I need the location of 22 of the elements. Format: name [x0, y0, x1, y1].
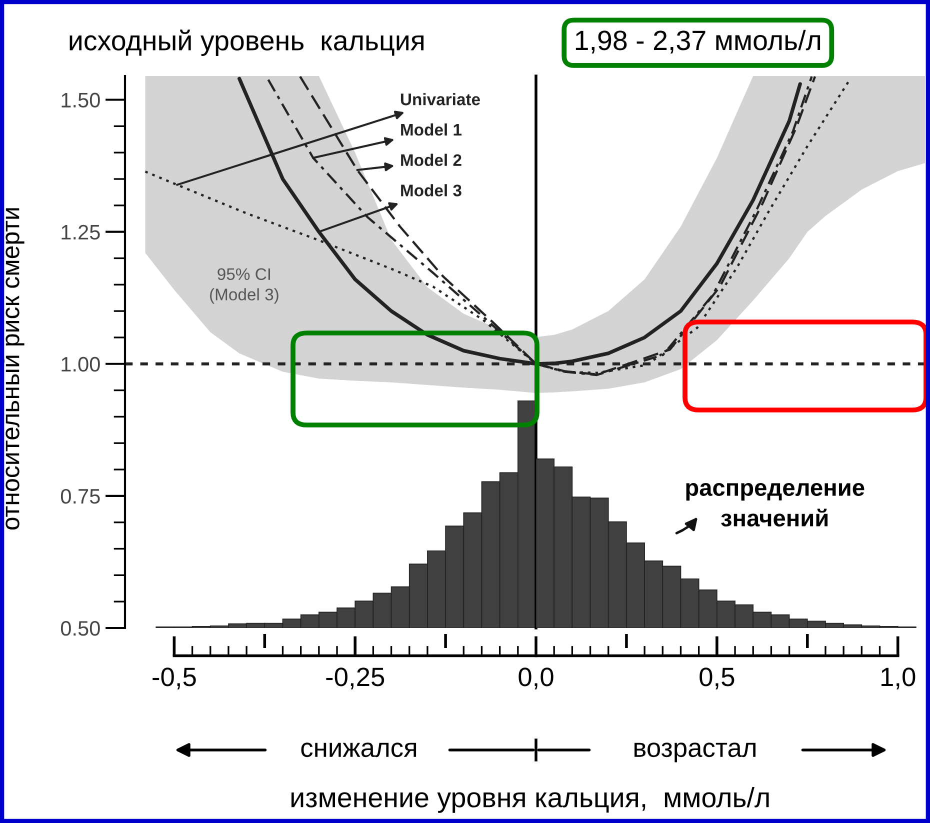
legend-label: Model 3	[401, 184, 462, 196]
y-tick-label: 1.25	[62, 224, 100, 240]
x-tick-label: 0,5	[700, 668, 734, 690]
y-tick-label: 1.00	[62, 356, 100, 372]
x-tick-label: -0,5	[152, 668, 196, 690]
legend-label: Model 2	[401, 154, 462, 166]
y-tick-label: 1.50	[62, 92, 100, 108]
x-tick-label: 1,0	[882, 668, 916, 690]
x-axis-title: изменение уровня кальция, ммоль/л	[291, 787, 769, 813]
text: Univariate	[400, 93, 480, 106]
y-axis-title: относительный риск смерти	[0, 208, 24, 530]
legend-label: Model 1	[401, 123, 462, 136]
annotation: 95% CI (Model 3)	[210, 268, 278, 304]
y-tick-label: 0.75	[60, 488, 100, 504]
annotation: распределение значений	[686, 482, 864, 527]
chart-title: 1,98 - 2,37 ммоль/л	[576, 30, 820, 54]
x-tick-label: -0,25	[326, 668, 384, 690]
x-tick-label: 0,0	[518, 668, 554, 690]
chart-title: исходный уровень кальция	[70, 30, 424, 56]
text: возрастал	[634, 742, 756, 762]
text: снижался	[301, 742, 416, 758]
y-tick-label: 0.50	[60, 621, 100, 636]
